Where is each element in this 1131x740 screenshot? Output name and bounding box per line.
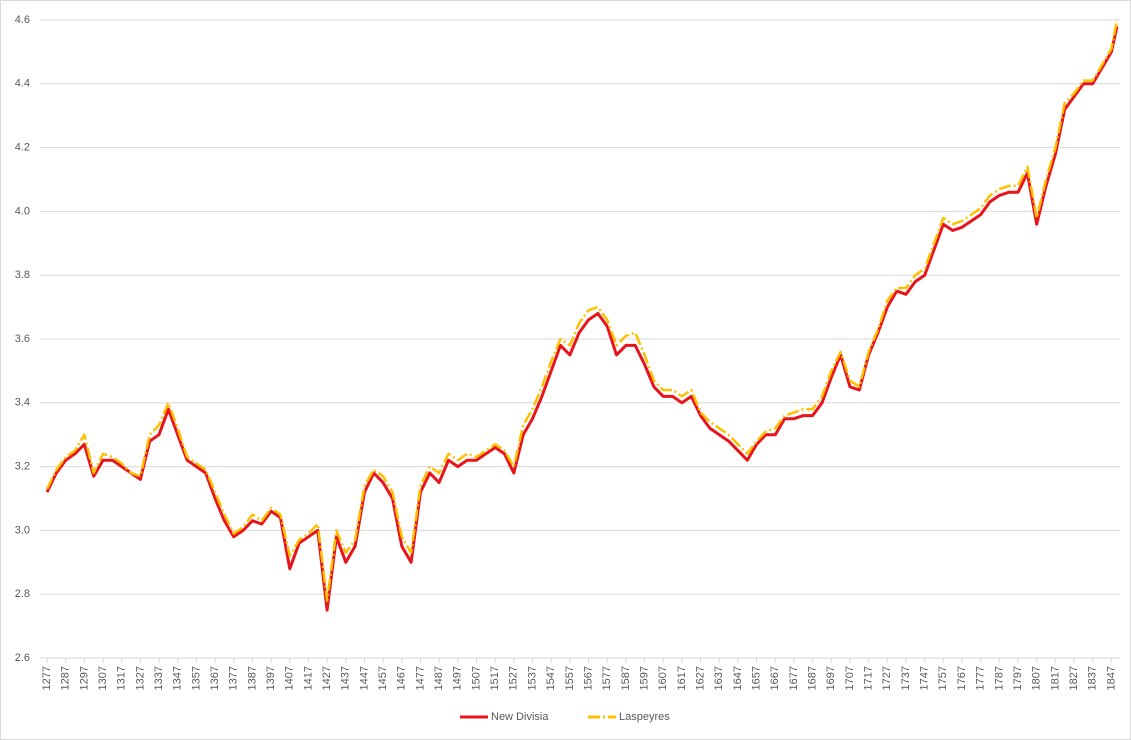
y-tick-label: 4.2 (15, 142, 30, 154)
x-tick-label: 1357 (190, 666, 202, 690)
legend-label: New Divisia (491, 711, 549, 723)
x-tick-label: 1447 (358, 666, 370, 690)
x-tick-label: 1477 (414, 666, 426, 690)
x-tick-label: 1657 (751, 666, 763, 690)
x-tick-label: 1297 (78, 666, 90, 690)
x-tick-label: 1487 (433, 666, 445, 690)
x-tick-label: 1427 (321, 666, 333, 690)
x-tick-label: 1597 (638, 666, 650, 690)
x-tick-label: 1417 (302, 666, 314, 690)
x-tick-label: 1727 (881, 666, 893, 690)
x-tick-label: 1467 (396, 666, 408, 690)
x-tick-label: 1827 (1068, 666, 1080, 690)
x-tick-label: 1397 (265, 666, 277, 690)
x-tick-label: 1717 (863, 666, 875, 690)
y-tick-label: 2.6 (15, 652, 30, 664)
x-tick-label: 1457 (377, 666, 389, 690)
y-tick-label: 3.8 (15, 269, 30, 281)
y-tick-label: 4.0 (15, 205, 30, 217)
x-tick-label: 1647 (732, 666, 744, 690)
x-tick-label: 1577 (601, 666, 613, 690)
x-tick-label: 1687 (807, 666, 819, 690)
y-tick-label: 4.6 (15, 14, 30, 26)
y-tick-label: 3.2 (15, 461, 30, 473)
x-tick-label: 1337 (153, 666, 165, 690)
x-tick-label: 1387 (246, 666, 258, 690)
x-tick-label: 1787 (993, 666, 1005, 690)
x-tick-label: 1667 (769, 666, 781, 690)
x-tick-label: 1767 (956, 666, 968, 690)
x-tick-label: 1737 (900, 666, 912, 690)
x-tick-label: 1807 (1031, 666, 1043, 690)
x-tick-label: 1697 (825, 666, 837, 690)
y-tick-label: 4.4 (15, 78, 30, 90)
x-tick-label: 1837 (1087, 666, 1099, 690)
y-tick-label: 3.4 (15, 397, 30, 409)
series-line (45, 26, 1119, 612)
x-tick-label: 1567 (582, 666, 594, 690)
x-tick-label: 1507 (470, 666, 482, 690)
x-tick-label: 1747 (919, 666, 931, 690)
x-tick-label: 1497 (452, 666, 464, 690)
y-tick-label: 3.6 (15, 333, 30, 345)
x-tick-label: 1307 (97, 666, 109, 690)
series-line (45, 19, 1119, 602)
x-tick-label: 1517 (489, 666, 501, 690)
x-tick-label: 1377 (228, 666, 240, 690)
x-tick-label: 1407 (284, 666, 296, 690)
x-tick-label: 1347 (172, 666, 184, 690)
x-tick-label: 1367 (209, 666, 221, 690)
x-tick-label: 1287 (60, 666, 72, 690)
x-tick-label: 1557 (564, 666, 576, 690)
x-tick-label: 1637 (713, 666, 725, 690)
x-tick-label: 1627 (694, 666, 706, 690)
x-tick-label: 1437 (340, 666, 352, 690)
x-tick-label: 1587 (620, 666, 632, 690)
x-tick-label: 1607 (657, 666, 669, 690)
x-tick-label: 1317 (116, 666, 128, 690)
x-tick-label: 1277 (41, 666, 53, 690)
x-tick-label: 1327 (134, 666, 146, 690)
x-tick-label: 1847 (1105, 666, 1117, 690)
x-tick-label: 1677 (788, 666, 800, 690)
x-tick-label: 1537 (526, 666, 538, 690)
x-tick-label: 1707 (844, 666, 856, 690)
y-tick-label: 3.0 (15, 524, 30, 536)
x-tick-label: 1777 (975, 666, 987, 690)
y-tick-label: 2.8 (15, 588, 30, 600)
x-tick-label: 1817 (1049, 666, 1061, 690)
x-tick-label: 1797 (1012, 666, 1024, 690)
legend-label: Laspeyres (619, 711, 670, 723)
x-tick-label: 1547 (545, 666, 557, 690)
x-tick-label: 1527 (508, 666, 520, 690)
x-tick-label: 1617 (676, 666, 688, 690)
x-tick-label: 1757 (937, 666, 949, 690)
